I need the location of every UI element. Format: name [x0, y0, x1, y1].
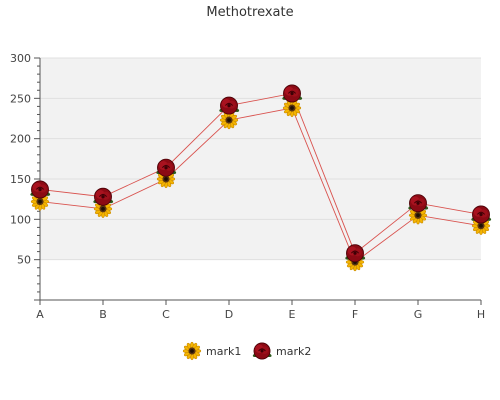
data-point-mark2 [471, 205, 492, 224]
grid-lines [40, 57, 481, 261]
x-tick-label: B [99, 308, 107, 321]
legend-marker-rose-icon [252, 342, 272, 360]
x-tick-label: D [225, 308, 233, 321]
grid-bands [40, 58, 481, 260]
data-point-mark2 [408, 194, 429, 213]
grid-band [40, 58, 481, 99]
legend-label: mark2 [276, 345, 311, 358]
y-tick-label: 100 [10, 213, 31, 226]
data-point-mark2 [93, 187, 114, 206]
data-point-mark2 [219, 96, 240, 115]
y-tick-label: 300 [10, 52, 31, 65]
series-line-mark2 [39, 92, 482, 254]
y-tick-label: 250 [10, 92, 31, 105]
legend: mark1 mark2 [182, 341, 311, 361]
chart-title: Methotrexate [206, 5, 293, 20]
x-tick-label: H [477, 308, 485, 321]
grid-band [40, 98, 481, 139]
x-ticks: A B C D E F G H [36, 300, 485, 321]
data-point-mark1 [30, 192, 50, 211]
x-tick-label: F [352, 308, 358, 321]
grid-band [40, 219, 481, 260]
data-point-mark2 [30, 180, 51, 199]
x-tick-label: A [36, 308, 44, 321]
legend-marker-sunflower-icon [182, 341, 202, 361]
y-tick-label: 200 [10, 133, 31, 146]
y-ticks: 50 100 150 200 250 300 [10, 52, 40, 301]
y-tick-label: 50 [17, 254, 31, 267]
data-point-mark2 [156, 158, 177, 177]
data-point-mark2 [282, 84, 303, 103]
series-line-mark1 [39, 107, 482, 263]
data-point-mark2 [345, 244, 366, 263]
x-tick-label: E [289, 308, 296, 321]
grid-band [40, 179, 481, 220]
y-tick-label: 150 [10, 173, 31, 186]
x-tick-label: C [162, 308, 170, 321]
grid-band [40, 138, 481, 179]
legend-label: mark1 [206, 345, 241, 358]
x-tick-label: G [414, 308, 423, 321]
series-group [30, 84, 492, 272]
